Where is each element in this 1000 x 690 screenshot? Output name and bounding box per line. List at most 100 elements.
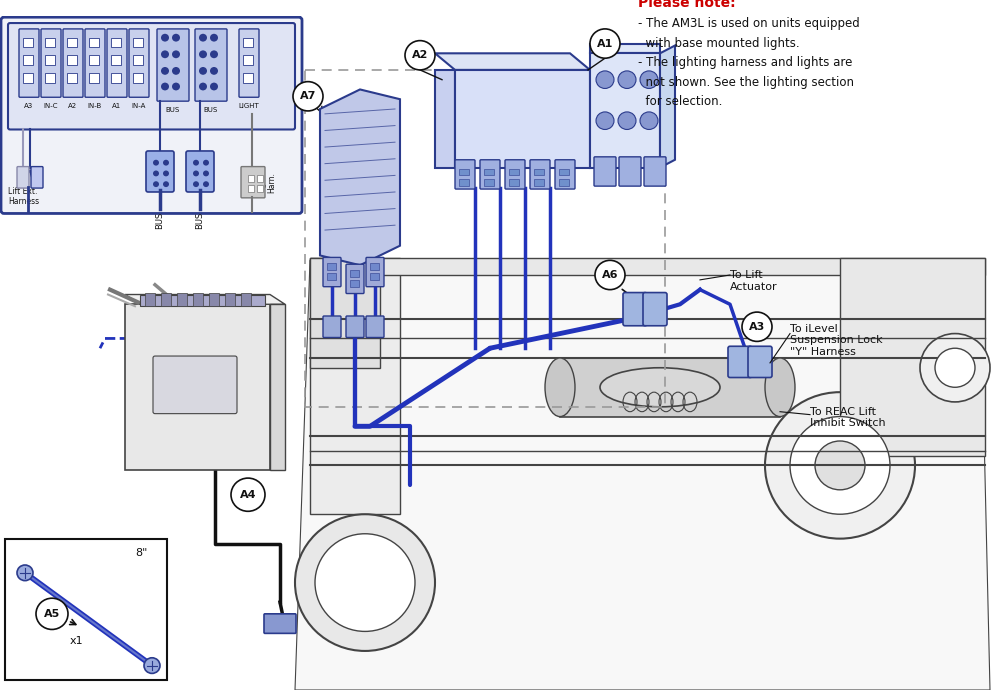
Circle shape: [161, 34, 169, 41]
Bar: [140, 295, 265, 306]
Bar: [241, 293, 251, 306]
Bar: [484, 179, 494, 186]
FancyBboxPatch shape: [366, 257, 384, 287]
Circle shape: [618, 112, 636, 130]
Text: IN-C: IN-C: [44, 103, 58, 109]
Circle shape: [315, 534, 415, 631]
Circle shape: [935, 348, 975, 387]
Bar: [327, 264, 336, 270]
Text: BUS: BUS: [204, 107, 218, 113]
FancyBboxPatch shape: [594, 157, 616, 186]
Polygon shape: [310, 258, 400, 514]
FancyBboxPatch shape: [241, 166, 265, 198]
Bar: [559, 168, 569, 175]
Bar: [23, 55, 33, 65]
Text: To iLevel
Suspension Lock
"Y" Harness: To iLevel Suspension Lock "Y" Harness: [790, 324, 883, 357]
Polygon shape: [840, 258, 985, 455]
Bar: [45, 73, 55, 83]
FancyBboxPatch shape: [323, 257, 341, 287]
FancyBboxPatch shape: [346, 264, 364, 293]
FancyBboxPatch shape: [619, 157, 641, 186]
Bar: [484, 168, 494, 175]
Text: A2: A2: [412, 50, 428, 60]
Text: A1: A1: [597, 39, 613, 48]
FancyBboxPatch shape: [366, 316, 384, 337]
FancyBboxPatch shape: [728, 346, 752, 377]
Circle shape: [193, 170, 199, 177]
Circle shape: [765, 392, 915, 539]
FancyBboxPatch shape: [186, 151, 214, 192]
Bar: [350, 270, 359, 277]
Text: A2: A2: [68, 103, 78, 109]
Bar: [243, 55, 253, 65]
Bar: [350, 280, 359, 287]
Polygon shape: [590, 43, 660, 53]
Bar: [248, 185, 254, 192]
Polygon shape: [590, 53, 660, 168]
Circle shape: [153, 181, 159, 187]
Circle shape: [36, 598, 68, 629]
Circle shape: [193, 181, 199, 187]
Polygon shape: [125, 304, 270, 471]
Circle shape: [199, 34, 207, 41]
Circle shape: [210, 83, 218, 90]
Bar: [111, 55, 121, 65]
Bar: [257, 175, 263, 182]
Text: Please note:: Please note:: [638, 0, 736, 10]
FancyBboxPatch shape: [505, 160, 525, 189]
Bar: [89, 55, 99, 65]
Polygon shape: [435, 53, 590, 70]
FancyBboxPatch shape: [41, 29, 61, 97]
Text: To Lift
Actuator: To Lift Actuator: [730, 270, 778, 292]
Circle shape: [172, 34, 180, 41]
Circle shape: [815, 441, 865, 490]
Text: A3: A3: [749, 322, 765, 332]
Circle shape: [203, 160, 209, 166]
Circle shape: [590, 29, 620, 58]
Text: A3: A3: [24, 103, 34, 109]
Bar: [23, 73, 33, 83]
Circle shape: [231, 478, 265, 511]
Ellipse shape: [545, 358, 575, 417]
FancyBboxPatch shape: [264, 614, 296, 633]
Circle shape: [172, 67, 180, 75]
Circle shape: [199, 83, 207, 90]
Bar: [133, 73, 143, 83]
FancyBboxPatch shape: [31, 166, 43, 188]
Ellipse shape: [600, 368, 720, 407]
Polygon shape: [270, 304, 285, 471]
FancyBboxPatch shape: [63, 29, 83, 97]
FancyBboxPatch shape: [1, 17, 302, 213]
Polygon shape: [435, 70, 455, 168]
FancyBboxPatch shape: [85, 29, 105, 97]
FancyBboxPatch shape: [480, 160, 500, 189]
Circle shape: [618, 71, 636, 88]
Bar: [67, 55, 77, 65]
Bar: [193, 293, 203, 306]
Polygon shape: [320, 90, 400, 265]
FancyBboxPatch shape: [195, 29, 227, 101]
Bar: [67, 73, 77, 83]
Text: BUS: BUS: [196, 212, 205, 229]
Text: IN-A: IN-A: [132, 103, 146, 109]
Polygon shape: [455, 70, 590, 168]
Circle shape: [640, 71, 658, 88]
Text: LIGHT: LIGHT: [239, 103, 259, 109]
Bar: [509, 179, 519, 186]
Bar: [559, 179, 569, 186]
Bar: [111, 73, 121, 83]
Circle shape: [161, 50, 169, 58]
FancyBboxPatch shape: [323, 316, 341, 337]
Circle shape: [203, 181, 209, 187]
Circle shape: [163, 181, 169, 187]
Text: - The lighting harness and lights are: - The lighting harness and lights are: [638, 56, 852, 69]
FancyBboxPatch shape: [157, 29, 189, 101]
FancyBboxPatch shape: [8, 23, 295, 130]
FancyBboxPatch shape: [153, 356, 237, 413]
Bar: [45, 38, 55, 48]
Text: Lift Ext.
Harness: Lift Ext. Harness: [8, 187, 39, 206]
Text: - The AM3L is used on units equipped: - The AM3L is used on units equipped: [638, 17, 860, 30]
Bar: [248, 175, 254, 182]
Text: Light
Harn.: Light Harn.: [257, 172, 276, 193]
Bar: [177, 293, 187, 306]
